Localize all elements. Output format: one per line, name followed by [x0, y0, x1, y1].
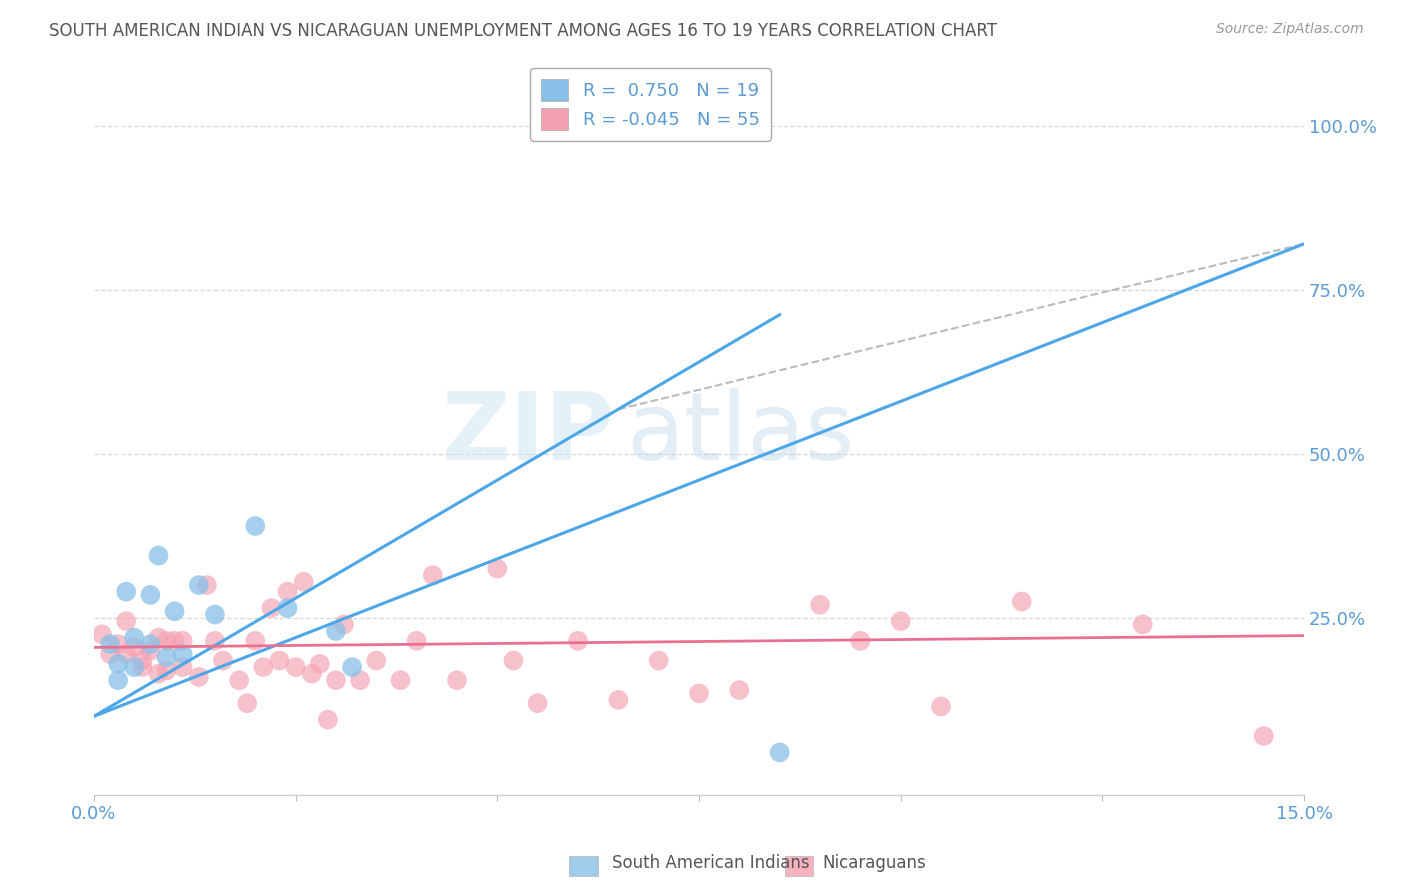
- Text: Source: ZipAtlas.com: Source: ZipAtlas.com: [1216, 22, 1364, 37]
- Point: [405, 633, 427, 648]
- Point: [422, 568, 444, 582]
- Point: [212, 654, 235, 668]
- Text: SOUTH AMERICAN INDIAN VS NICARAGUAN UNEMPLOYMENT AMONG AGES 16 TO 19 YEARS CORRE: SOUTH AMERICAN INDIAN VS NICARAGUAN UNEM…: [49, 22, 997, 40]
- Point: [163, 604, 186, 618]
- Point: [333, 617, 356, 632]
- Point: [526, 696, 548, 710]
- Point: [366, 654, 388, 668]
- Point: [122, 631, 145, 645]
- Point: [301, 666, 323, 681]
- Point: [808, 598, 831, 612]
- Point: [607, 693, 630, 707]
- Point: [139, 588, 162, 602]
- Point: [98, 637, 121, 651]
- Text: South American Indians: South American Indians: [612, 855, 810, 872]
- Point: [195, 578, 218, 592]
- Point: [115, 584, 138, 599]
- Point: [122, 660, 145, 674]
- Point: [91, 627, 114, 641]
- Point: [228, 673, 250, 688]
- Point: [163, 633, 186, 648]
- Text: Nicaraguans: Nicaraguans: [823, 855, 927, 872]
- Point: [107, 657, 129, 671]
- Point: [155, 664, 177, 678]
- Point: [131, 654, 153, 668]
- Point: [1132, 617, 1154, 632]
- Point: [98, 647, 121, 661]
- Point: [148, 666, 170, 681]
- Point: [236, 696, 259, 710]
- Point: [172, 633, 194, 648]
- Point: [115, 614, 138, 628]
- Point: [245, 633, 267, 648]
- Point: [269, 654, 291, 668]
- Point: [849, 633, 872, 648]
- Point: [1011, 594, 1033, 608]
- Point: [107, 637, 129, 651]
- Point: [486, 562, 509, 576]
- Point: [446, 673, 468, 688]
- Point: [122, 640, 145, 655]
- Point: [252, 660, 274, 674]
- Point: [929, 699, 952, 714]
- Point: [769, 746, 792, 760]
- Point: [349, 673, 371, 688]
- Point: [890, 614, 912, 628]
- Text: atlas: atlas: [627, 388, 855, 480]
- Point: [325, 673, 347, 688]
- Point: [204, 607, 226, 622]
- Point: [260, 601, 283, 615]
- Point: [155, 650, 177, 665]
- Point: [308, 657, 330, 671]
- Point: [131, 660, 153, 674]
- Point: [1253, 729, 1275, 743]
- Point: [187, 578, 209, 592]
- Point: [647, 654, 669, 668]
- Point: [316, 713, 339, 727]
- Point: [172, 647, 194, 661]
- Point: [139, 637, 162, 651]
- Legend: R =  0.750   N = 19, R = -0.045   N = 55: R = 0.750 N = 19, R = -0.045 N = 55: [530, 68, 770, 141]
- Point: [325, 624, 347, 638]
- Point: [245, 519, 267, 533]
- Text: ZIP: ZIP: [441, 388, 614, 480]
- Point: [187, 670, 209, 684]
- Point: [567, 633, 589, 648]
- Point: [115, 647, 138, 661]
- Point: [502, 654, 524, 668]
- Point: [155, 633, 177, 648]
- Point: [277, 584, 299, 599]
- Point: [284, 660, 307, 674]
- Point: [148, 549, 170, 563]
- Point: [292, 574, 315, 589]
- Point: [139, 643, 162, 657]
- Point: [107, 673, 129, 688]
- Point: [277, 601, 299, 615]
- Point: [688, 686, 710, 700]
- Point: [340, 660, 363, 674]
- Point: [389, 673, 412, 688]
- Point: [728, 683, 751, 698]
- Point: [148, 631, 170, 645]
- Point: [204, 633, 226, 648]
- Point: [172, 660, 194, 674]
